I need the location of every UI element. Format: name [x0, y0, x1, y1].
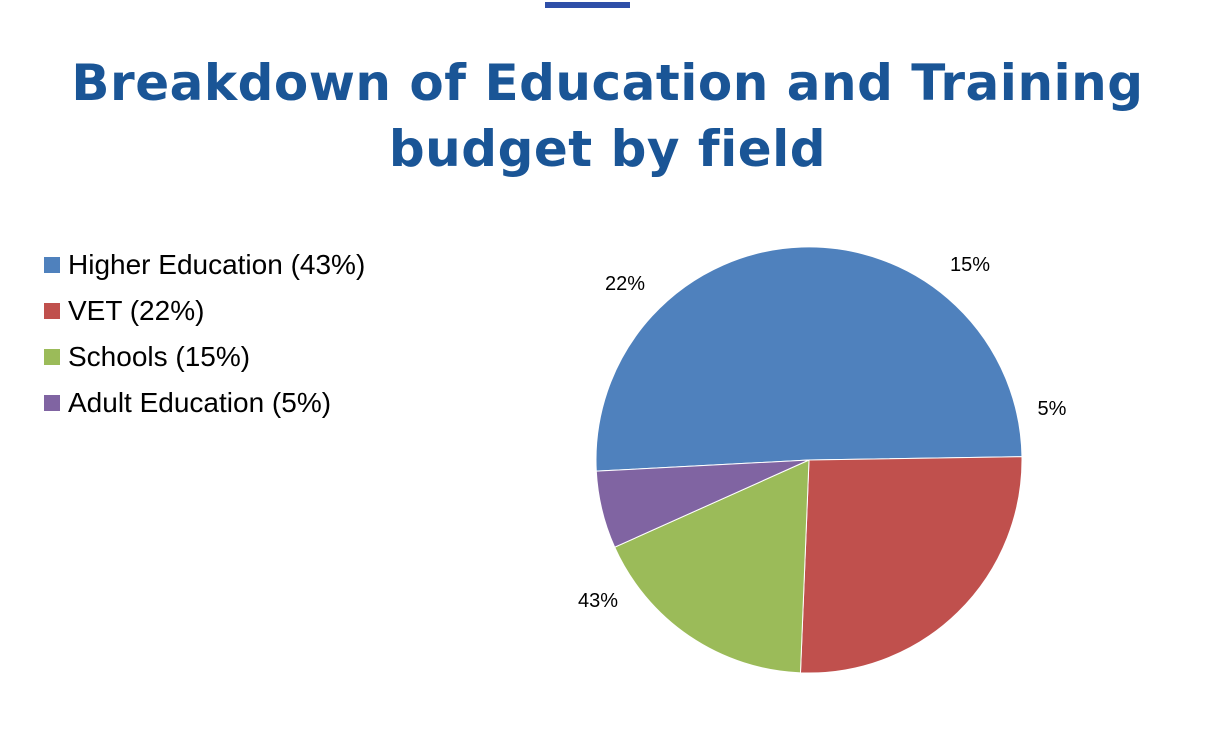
legend-swatch-vet	[44, 303, 60, 319]
legend-swatch-schools	[44, 349, 60, 365]
legend-item-adult-education: Adult Education (5%)	[44, 380, 365, 426]
chart-legend: Higher Education (43%) VET (22%) Schools…	[44, 242, 365, 426]
legend-item-higher-education: Higher Education (43%)	[44, 242, 365, 288]
chart-title: Breakdown of Education and Training budg…	[0, 50, 1215, 182]
pie-slice-higher-education	[595, 246, 1023, 472]
data-label-higher-education: 43%	[578, 590, 618, 612]
legend-swatch-higher-education	[44, 257, 60, 273]
data-label-schools: 15%	[950, 254, 990, 276]
pie-slice-vet	[799, 456, 1023, 674]
legend-item-schools: Schools (15%)	[44, 334, 365, 380]
legend-label-higher-education: Higher Education (43%)	[68, 249, 366, 280]
legend-swatch-adult-education	[44, 395, 60, 411]
legend-item-vet: VET (22%)	[44, 288, 365, 334]
legend-label-adult-education: Adult Education (5%)	[68, 387, 332, 418]
chart-title-line-1: Breakdown of Education and Training	[71, 54, 1144, 112]
top-accent-bar	[545, 2, 630, 8]
data-label-adult-education: 5%	[1038, 398, 1067, 420]
legend-label-schools: Schools (15%)	[68, 341, 251, 372]
data-label-vet: 22%	[605, 273, 645, 295]
pie-slice-adult-education	[595, 459, 810, 548]
legend-label-vet: VET (22%)	[68, 295, 205, 326]
pie-slice-schools	[614, 459, 810, 674]
chart-title-line-2: budget by field	[388, 120, 827, 178]
